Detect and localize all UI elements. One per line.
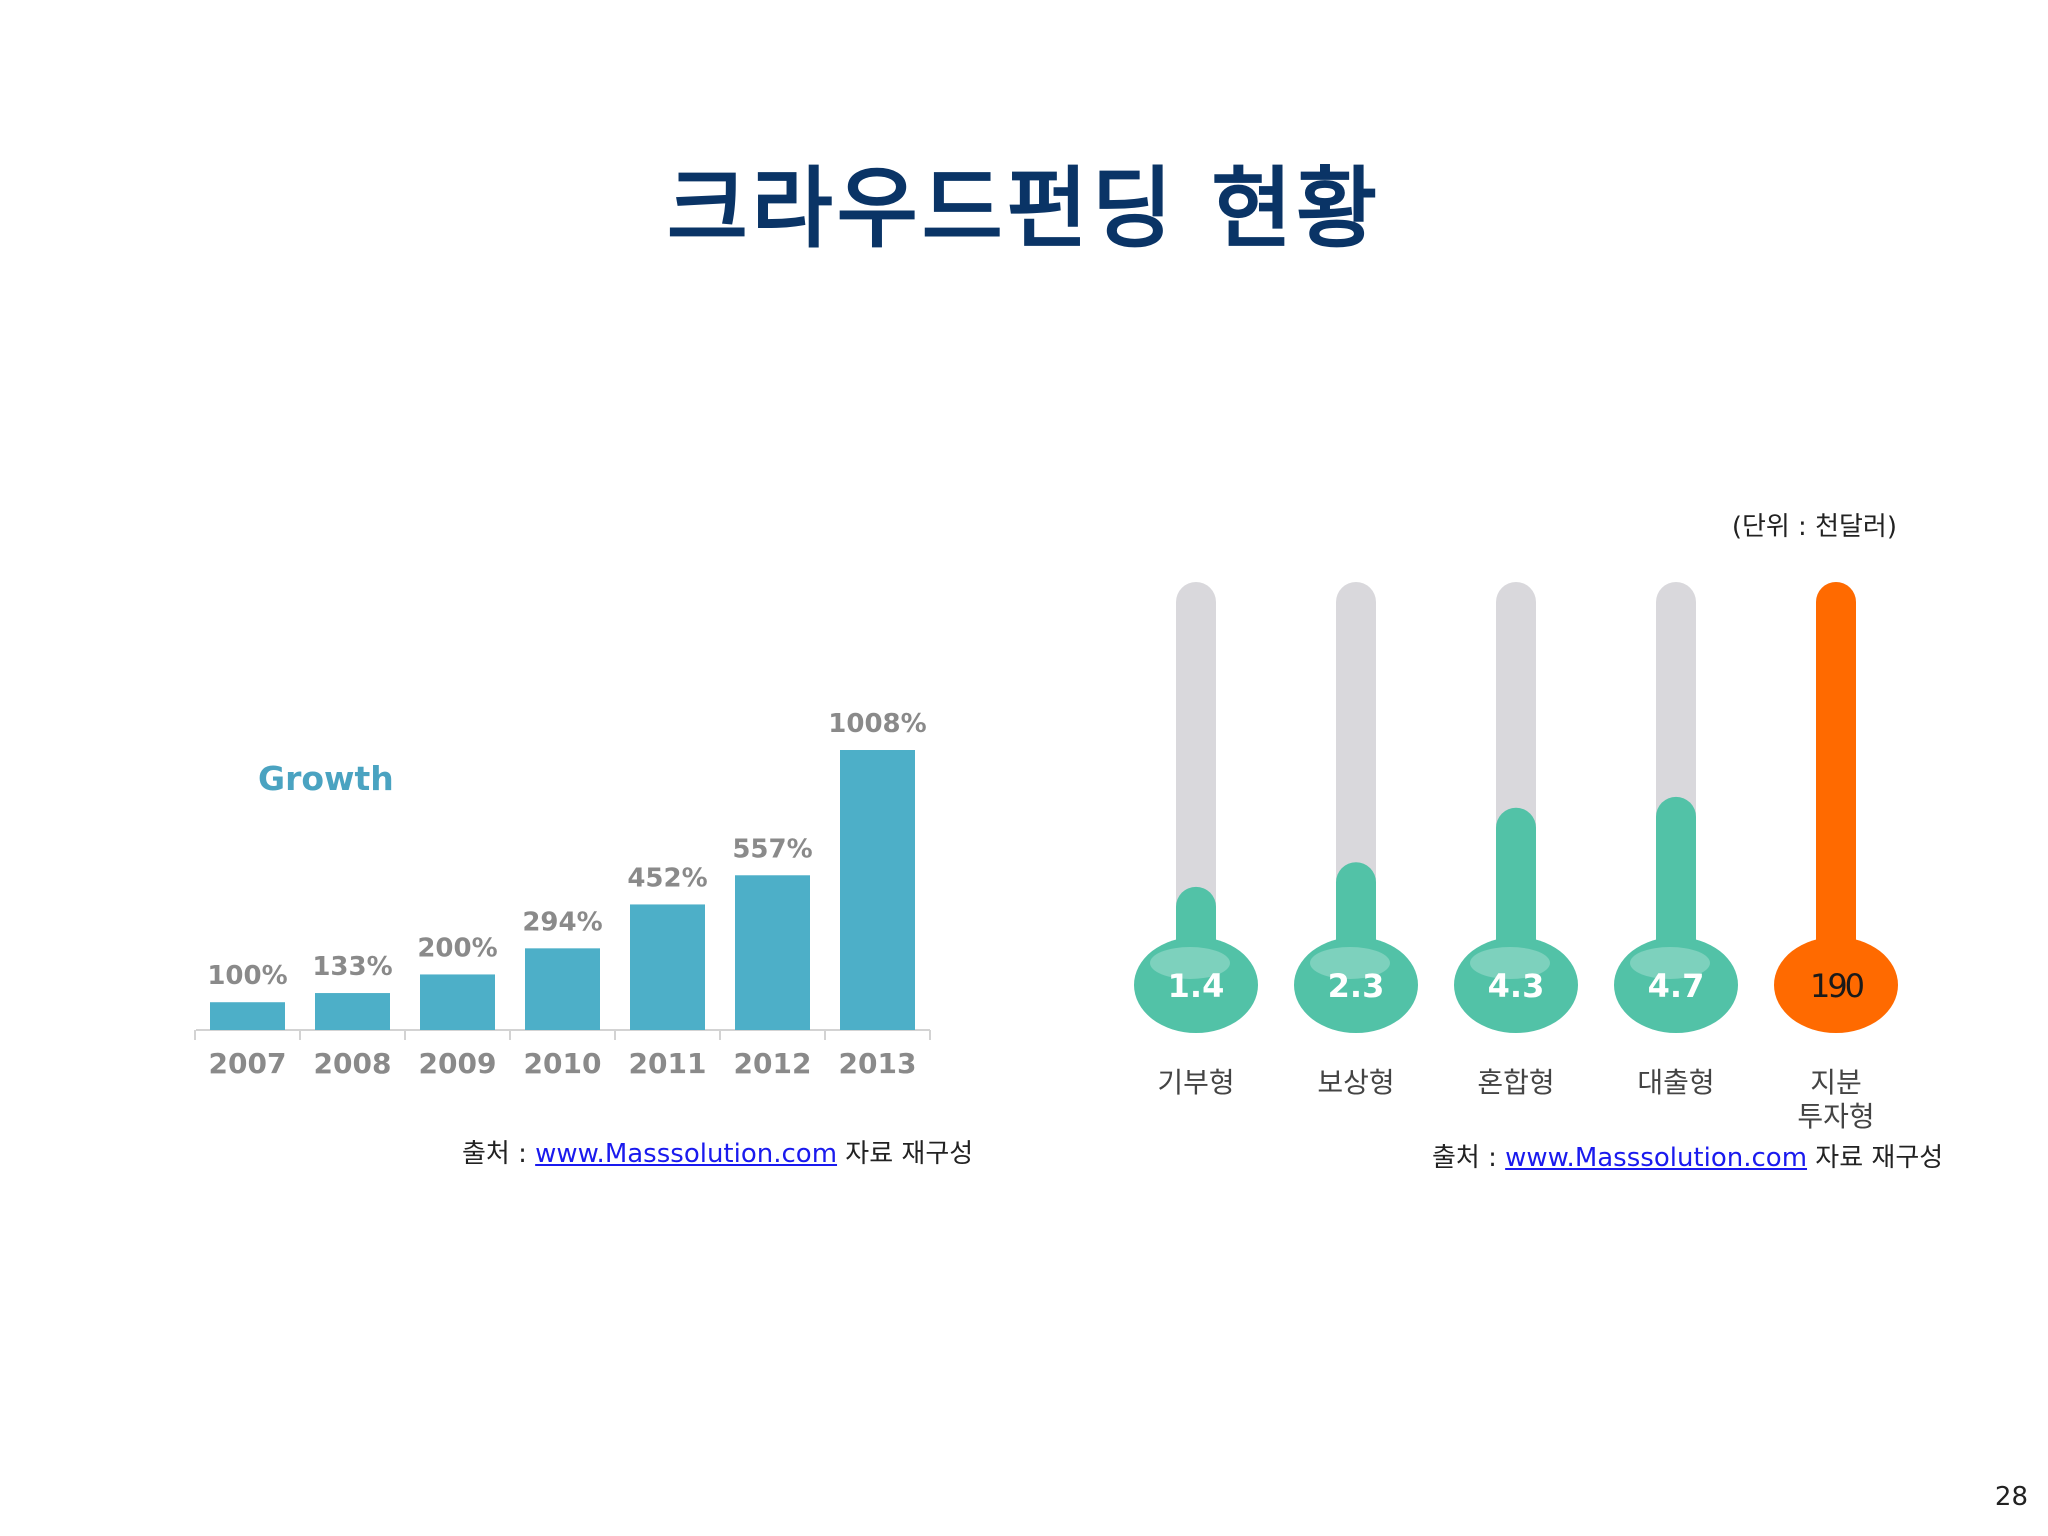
tick-label-2011: 2011 (629, 1047, 707, 1080)
source-link[interactable]: www.Masssolution.com (535, 1139, 838, 1169)
tick-label-2008: 2008 (314, 1047, 392, 1080)
thermometer-bulb-5 (1774, 937, 1898, 1033)
bulb-shine-3 (1470, 947, 1550, 979)
data-label-2012: 557% (732, 834, 812, 864)
bar-2007 (210, 1002, 285, 1030)
source-prefix: 출처 : (462, 1139, 536, 1169)
data-label-2010: 294% (522, 907, 602, 937)
growth-source-note: 출처 : www.Masssolution.com 자료 재구성 (462, 1133, 973, 1170)
data-label-2009: 200% (417, 933, 497, 963)
value-label-1: 1.4 (1168, 967, 1225, 1005)
thermometer-fill-5 (1816, 582, 1856, 985)
category-label-3: 혼합형 (1477, 1066, 1554, 1099)
data-label-2008: 133% (312, 952, 392, 982)
thermometer-bulb-4 (1614, 937, 1738, 1033)
bar-2009 (420, 974, 495, 1030)
thermometer-bulb-3 (1454, 937, 1578, 1033)
data-label-2013: 1008% (828, 709, 926, 739)
thermometer-track-1 (1176, 582, 1216, 965)
data-label-2007: 100% (207, 961, 287, 991)
bulb-shine-2 (1310, 947, 1390, 979)
source-prefix: 출처 : (1432, 1143, 1506, 1173)
source-link[interactable]: www.Masssolution.com (1505, 1143, 1808, 1173)
bar-2011 (630, 904, 705, 1030)
bulb-shine-4 (1630, 947, 1710, 979)
value-label-5: 190 (1810, 967, 1864, 1005)
value-label-2: 2.3 (1328, 967, 1385, 1005)
bar-2013 (840, 750, 915, 1030)
thermometer-bulb-1 (1134, 937, 1258, 1033)
chart-title: Growth (258, 759, 394, 798)
thermometer-bulb-2 (1294, 937, 1418, 1033)
tick-label-2010: 2010 (524, 1047, 602, 1080)
category-label-1: 기부형 (1157, 1066, 1234, 1099)
tick-label-2012: 2012 (734, 1047, 812, 1080)
value-label-4: 4.7 (1648, 967, 1705, 1005)
page-number: 28 (1994, 1482, 2028, 1512)
value-label-3: 4.3 (1488, 967, 1545, 1005)
category-label-4: 대출형 (1637, 1066, 1714, 1099)
thermo-source-note: 출처 : www.Masssolution.com 자료 재구성 (1432, 1137, 1943, 1174)
category-label-5: 지분 (1810, 1066, 1862, 1099)
category-label-2: 보상형 (1317, 1066, 1394, 1099)
unit-note: (단위 : 천달러) (1731, 512, 1897, 542)
data-label-2011: 452% (627, 863, 707, 893)
bar-2010 (525, 948, 600, 1030)
slide-title: 크라우드펀딩 현황 (666, 157, 1382, 260)
source-suffix: 자료 재구성 (837, 1139, 974, 1169)
bar-2012 (735, 875, 810, 1030)
bar-2008 (315, 993, 390, 1030)
tick-label-2007: 2007 (209, 1047, 287, 1080)
category-label-5: 투자형 (1797, 1100, 1874, 1133)
tick-label-2013: 2013 (839, 1047, 917, 1080)
tick-label-2009: 2009 (419, 1047, 497, 1080)
bulb-shine-1 (1150, 947, 1230, 979)
source-suffix: 자료 재구성 (1807, 1143, 1944, 1173)
